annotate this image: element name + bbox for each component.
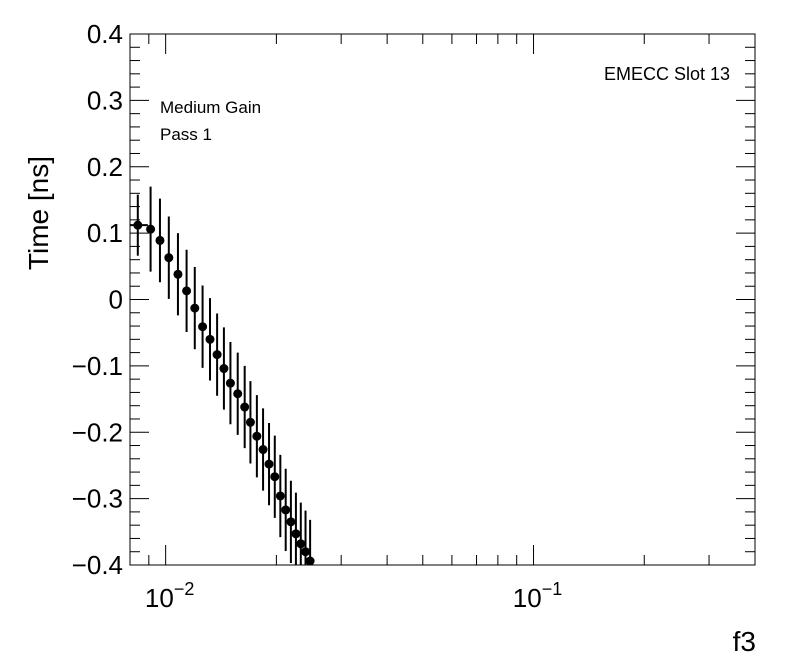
data-point: [133, 220, 143, 230]
data-point: [296, 539, 306, 549]
data-point: [225, 378, 235, 388]
x-tick-label: 10−1: [513, 579, 562, 613]
y-tick-label: −0.4: [72, 550, 123, 580]
y-tick-label: 0.1: [87, 218, 123, 248]
data-point: [286, 517, 296, 527]
y-tick-label: 0.2: [87, 152, 123, 182]
data-points: [133, 220, 315, 566]
y-tick-label: 0.4: [87, 19, 123, 49]
x-tick-label: 10−2: [145, 579, 194, 613]
data-point: [155, 235, 165, 245]
y-tick-label: −0.1: [72, 351, 123, 381]
y-tick-label: −0.2: [72, 417, 123, 447]
data-point: [270, 472, 280, 482]
pass-annotation: Pass 1: [160, 125, 212, 144]
y-tick-label: −0.3: [72, 484, 123, 514]
slot-annotation: EMECC Slot 13: [604, 64, 730, 84]
data-point: [258, 445, 268, 455]
data-point: [198, 322, 208, 332]
data-point: [190, 303, 200, 313]
data-point: [305, 556, 315, 566]
data-point: [173, 269, 183, 279]
axis-ticks: [129, 33, 756, 566]
data-point: [264, 459, 274, 469]
data-point: [291, 529, 301, 539]
data-point: [301, 547, 311, 557]
gain-annotation: Medium Gain: [160, 98, 261, 117]
y-axis-tick-labels: 0.4 0.3 0.2 0.1 0 −0.1 −0.2 −0.3 −0.4: [72, 19, 123, 580]
y-tick-label: 0.3: [87, 85, 123, 115]
y-tick-label: 0: [109, 285, 123, 315]
data-point: [281, 505, 291, 515]
data-point: [219, 364, 229, 374]
x-axis-title: f3: [733, 626, 756, 657]
data-point: [275, 491, 285, 501]
data-point: [182, 286, 192, 296]
data-point: [245, 417, 255, 427]
data-point: [252, 431, 262, 441]
data-point: [212, 350, 222, 360]
x-axis-tick-labels: 10−2 10−1: [145, 579, 562, 613]
y-axis-title: Time [ns]: [23, 156, 54, 270]
data-point: [233, 389, 243, 399]
data-point: [205, 334, 215, 344]
data-point: [164, 253, 174, 263]
data-point: [240, 402, 250, 412]
data-point: [146, 224, 156, 234]
